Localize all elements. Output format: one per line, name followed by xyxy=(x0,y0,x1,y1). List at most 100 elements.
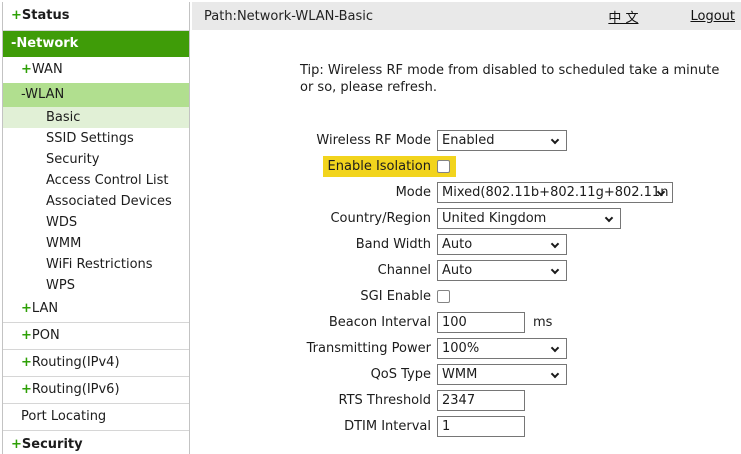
main-content: Tip: Wireless RF mode from disabled to s… xyxy=(192,30,741,454)
language-toggle-link[interactable]: 中 文 xyxy=(608,10,639,26)
dtim-interval-label: DTIM Interval xyxy=(344,419,431,434)
sidebar-item-label: WPS xyxy=(46,278,75,293)
sidebar-item-wan[interactable]: +WAN xyxy=(3,57,189,83)
sidebar-item-label: WiFi Restrictions xyxy=(46,257,153,272)
mode-select[interactable]: Mixed(802.11b+802.11g+802.11n xyxy=(437,182,673,203)
highlight-wrap xyxy=(437,156,456,177)
collapse-minus-icon: - xyxy=(21,87,26,102)
sidebar-item-label: WMM xyxy=(46,236,82,251)
enable-isolation-checkbox[interactable] xyxy=(437,160,450,173)
select-value: Mixed(802.11b+802.11g+802.11n xyxy=(442,185,669,200)
sgi-enable-label: SGI Enable xyxy=(360,289,431,304)
expand-plus-icon: + xyxy=(21,355,32,370)
sidebar-item-label: WLAN xyxy=(25,87,65,102)
chevron-down-icon xyxy=(550,239,560,249)
sidebar-item-label: Routing(IPv6) xyxy=(31,382,120,397)
sidebar-item-label: Security xyxy=(46,152,100,167)
sidebar-item-lan[interactable]: +LAN xyxy=(3,296,189,323)
qos-type-label: QoS Type xyxy=(370,367,431,382)
qos-type-select[interactable]: WMM xyxy=(437,364,567,385)
breadcrumb-bar: Path:Network-WLAN-Basic 中 文 Logout xyxy=(192,2,741,30)
breadcrumb: Path:Network-WLAN-Basic xyxy=(204,8,374,24)
expand-plus-icon: + xyxy=(21,328,32,343)
enable-isolation-label: Enable Isolation xyxy=(322,156,437,177)
channel-label: Channel xyxy=(377,263,431,278)
select-value: United Kingdom xyxy=(442,211,547,226)
band-width-label: Band Width xyxy=(355,237,431,252)
sidebar-item-access-control-list[interactable]: Access Control List xyxy=(3,170,189,191)
sidebar-item-network[interactable]: -Network xyxy=(3,31,189,57)
sidebar-item-status[interactable]: +Status xyxy=(3,2,189,31)
select-value: WMM xyxy=(442,367,478,382)
rts-threshold-label: RTS Threshold xyxy=(338,393,431,408)
form-row: Channel Auto xyxy=(192,260,741,281)
form-row: Mode Mixed(802.11b+802.11g+802.11n xyxy=(192,182,741,203)
sidebar-item-label: LAN xyxy=(31,301,59,316)
collapse-minus-icon: - xyxy=(11,36,17,51)
dtim-interval-input[interactable] xyxy=(437,416,525,437)
transmitting-power-select[interactable]: 100% xyxy=(437,338,567,359)
mode-label: Mode xyxy=(395,185,431,200)
sidebar-item-wlan-basic[interactable]: Basic xyxy=(3,107,189,128)
form-row: Wireless RF Mode Enabled xyxy=(192,130,741,151)
select-value: Enabled xyxy=(442,133,495,148)
sidebar-item-label: Status xyxy=(21,8,70,23)
sidebar-item-wlan[interactable]: -WLAN xyxy=(3,83,189,107)
expand-plus-icon: + xyxy=(21,62,32,77)
wlan-basic-form: Wireless RF Mode Enabled Enable Isolatio… xyxy=(192,130,741,437)
form-row: Country/Region United Kingdom xyxy=(192,208,741,229)
expand-plus-icon: + xyxy=(21,382,32,397)
expand-plus-icon: + xyxy=(11,437,22,452)
sidebar-item-wifi-restrictions[interactable]: WiFi Restrictions xyxy=(3,254,189,275)
channel-select[interactable]: Auto xyxy=(437,260,567,281)
form-row: Beacon Interval ms xyxy=(192,312,741,333)
sidebar-item-associated-devices[interactable]: Associated Devices xyxy=(3,191,189,212)
sidebar-item-label: Access Control List xyxy=(46,173,169,188)
form-row: DTIM Interval xyxy=(192,416,741,437)
chevron-down-icon xyxy=(550,135,560,145)
sidebar-item-label: Security xyxy=(21,437,83,452)
beacon-interval-unit: ms xyxy=(533,315,553,330)
sidebar-item-port-locating[interactable]: Port Locating xyxy=(3,404,189,431)
band-width-select[interactable]: Auto xyxy=(437,234,567,255)
logout-link[interactable]: Logout xyxy=(690,8,735,24)
form-row: Band Width Auto xyxy=(192,234,741,255)
sidebar-item-ssid-settings[interactable]: SSID Settings xyxy=(3,128,189,149)
wireless-rf-mode-label: Wireless RF Mode xyxy=(316,133,431,148)
expand-plus-icon: + xyxy=(11,8,22,23)
sidebar-item-pon[interactable]: +PON xyxy=(3,323,189,350)
form-row: Transmitting Power 100% xyxy=(192,338,741,359)
country-region-select[interactable]: United Kingdom xyxy=(437,208,621,229)
sidebar-item-label: WDS xyxy=(46,215,78,230)
sidebar-item-wmm[interactable]: WMM xyxy=(3,233,189,254)
chevron-down-icon xyxy=(550,369,560,379)
sidebar-item-routing-ipv4[interactable]: +Routing(IPv4) xyxy=(3,350,189,377)
sidebar-item-routing-ipv6[interactable]: +Routing(IPv6) xyxy=(3,377,189,404)
tip-text: Tip: Wireless RF mode from disabled to s… xyxy=(300,63,720,95)
sidebar-item-label: Basic xyxy=(46,110,81,125)
chevron-down-icon xyxy=(550,343,560,353)
sidebar-item-security[interactable]: +Security xyxy=(3,431,189,454)
sidebar-item-wlan-security[interactable]: Security xyxy=(3,149,189,170)
sgi-enable-checkbox[interactable] xyxy=(437,290,450,303)
sidebar-item-wps[interactable]: WPS xyxy=(3,275,189,296)
beacon-interval-input[interactable] xyxy=(437,312,525,333)
form-row: SGI Enable xyxy=(192,286,741,307)
sidebar-item-label: Network xyxy=(16,36,79,51)
chevron-down-icon xyxy=(604,213,614,223)
sidebar-item-label: Port Locating xyxy=(21,409,107,424)
form-row: QoS Type WMM xyxy=(192,364,741,385)
sidebar-nav: +Status -Network +WAN -WLAN Basic SSID S… xyxy=(2,2,190,454)
select-value: Auto xyxy=(442,237,473,252)
country-region-label: Country/Region xyxy=(330,211,431,226)
sidebar-item-label: SSID Settings xyxy=(46,131,134,146)
expand-plus-icon: + xyxy=(21,301,32,316)
beacon-interval-label: Beacon Interval xyxy=(328,315,431,330)
wireless-rf-mode-select[interactable]: Enabled xyxy=(437,130,567,151)
rts-threshold-input[interactable] xyxy=(437,390,525,411)
form-row: Enable Isolation xyxy=(192,156,741,177)
sidebar-item-wds[interactable]: WDS xyxy=(3,212,189,233)
form-row: RTS Threshold xyxy=(192,390,741,411)
chevron-down-icon xyxy=(550,265,560,275)
